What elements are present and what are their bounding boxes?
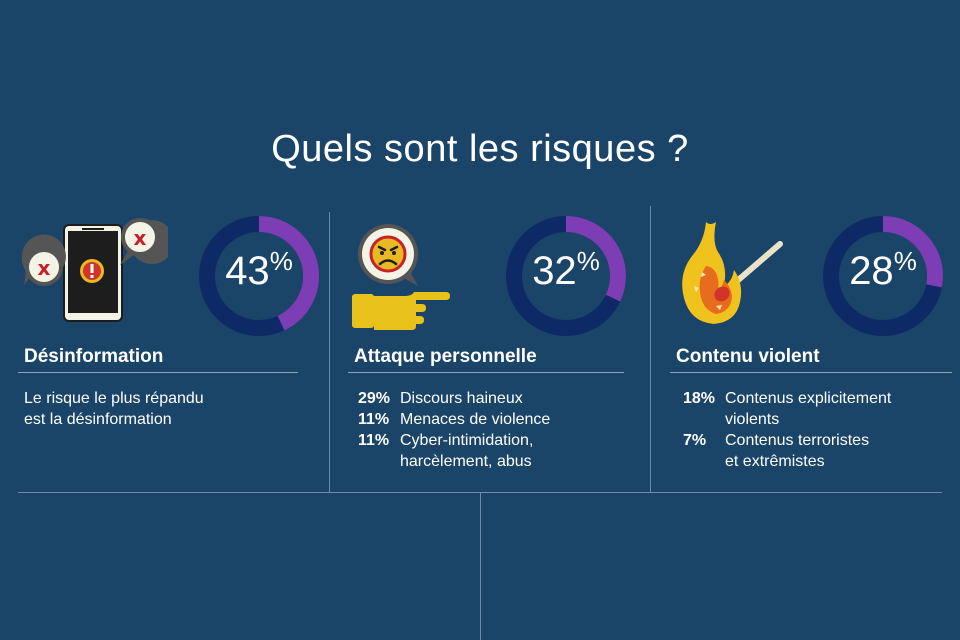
stat-label-line: violents (725, 411, 780, 428)
stat-row: 11% Menaces de violence (358, 409, 550, 430)
angry-pointing-hand-icon (352, 224, 450, 330)
stat-label: Contenus explicitement violents (725, 388, 891, 430)
category-title: Attaque personnelle (354, 346, 537, 367)
stat-percent: 29% (358, 390, 391, 407)
donut-attaque-personnelle: 32% (504, 214, 628, 338)
percent-value: 43 (225, 249, 270, 293)
description-line: est la désinformation (24, 411, 172, 428)
stat-row: 18% Contenus explicitement violents (683, 388, 891, 430)
stat-label: Menaces de violence (400, 411, 551, 428)
stat-row: 29% Discours haineux (358, 388, 550, 409)
stat-label-line: Contenus explicitement (725, 390, 892, 407)
category-stats: 29% Discours haineux 11% Menaces de viol… (358, 388, 550, 472)
donut-ring (823, 216, 943, 336)
category-underline (18, 372, 298, 373)
percent-label: 32% (504, 248, 628, 291)
phone-warning-icon: x x (21, 218, 168, 322)
divider-vertical-2 (650, 206, 651, 492)
category-title: Désinformation (24, 346, 164, 367)
percent-label: 28% (821, 248, 945, 291)
category-title: Contenu violent (676, 346, 820, 367)
stat-label: Discours haineux (400, 390, 523, 407)
stat-label-line: Cyber-intimidation, (400, 432, 534, 449)
divider-vertical-bottom (480, 492, 481, 640)
percent-sign: % (576, 246, 600, 276)
stat-percent: 11% (358, 432, 390, 449)
stat-label-line: harcèlement, abus (400, 453, 532, 470)
stat-row: 11% Cyber-intimidation, harcèlement, abu… (358, 430, 550, 472)
donut-contenu-violent: 28% (821, 214, 945, 338)
svg-text:x: x (134, 226, 147, 250)
category-stats: 18% Contenus explicitement violents 7% C… (683, 388, 891, 472)
stat-label: Cyber-intimidation, harcèlement, abus (400, 430, 533, 472)
stat-label-line: Contenus terroristes (725, 432, 870, 449)
stat-label: Contenus terroristes et extrêmistes (725, 430, 869, 472)
donut-ring (506, 216, 626, 336)
stat-percent: 11% (358, 411, 390, 428)
percent-value: 32 (532, 249, 577, 293)
stat-row: 7% Contenus terroristes et extrêmistes (683, 430, 891, 472)
description-line: Le risque le plus répandu (24, 390, 204, 407)
stat-percent: 18% (683, 390, 716, 407)
percent-sign: % (893, 246, 917, 276)
donut-ring (199, 216, 319, 336)
donut-desinformation: 43% (197, 214, 321, 338)
percent-value: 28 (849, 249, 894, 293)
percent-sign: % (269, 246, 293, 276)
stat-percent: 7% (683, 432, 707, 449)
page-title: Quels sont les risques ? (271, 128, 689, 170)
category-underline (670, 372, 952, 373)
percent-label: 43% (197, 248, 321, 291)
category-underline (348, 372, 624, 373)
burning-match-icon (682, 222, 783, 324)
stat-label-line: et extrêmistes (725, 453, 825, 470)
category-description: Le risque le plus répandu est la désinfo… (24, 388, 204, 430)
divider-vertical-1 (329, 212, 330, 492)
svg-text:x: x (38, 256, 51, 280)
